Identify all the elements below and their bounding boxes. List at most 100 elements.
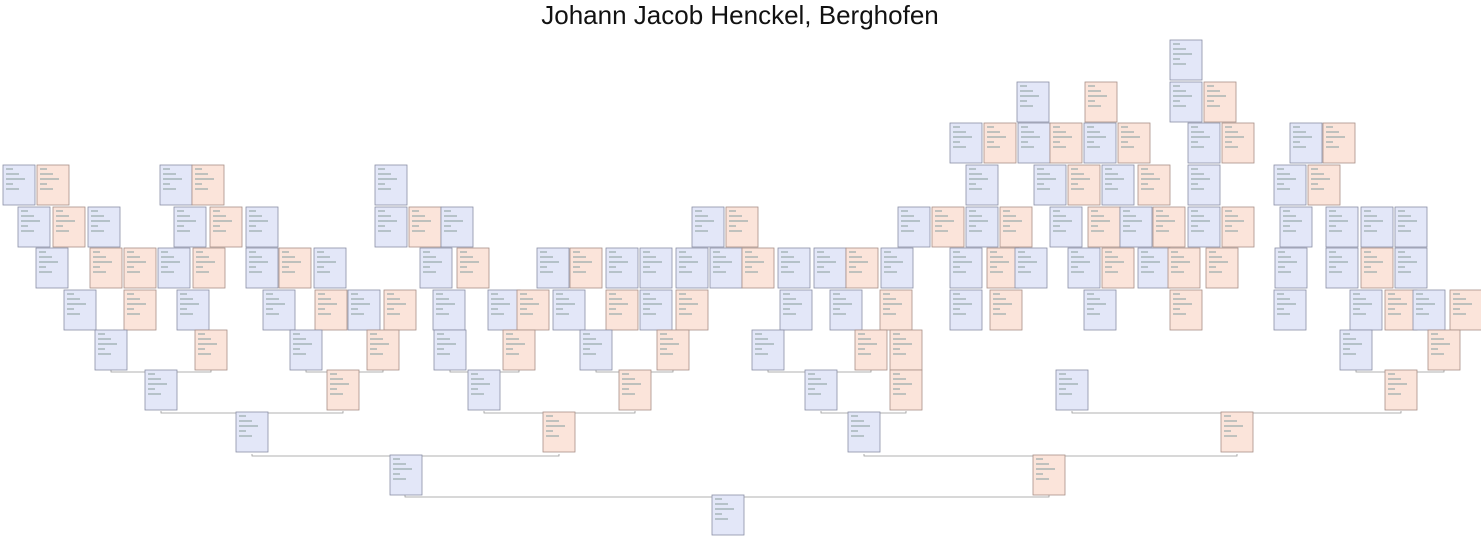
male-box [605,247,639,289]
male-box [245,247,279,289]
male-box [949,289,983,331]
female-box [209,206,243,248]
female-box [618,369,652,411]
male-box [1014,247,1048,289]
female-box [123,289,157,331]
male-box [1101,164,1135,206]
female-box [516,289,550,331]
male-box [1055,369,1089,411]
female-box [383,289,417,331]
female-box [326,369,360,411]
male-box [235,411,269,453]
female-box [656,329,690,371]
female-box [854,329,888,371]
male-box [1394,247,1428,289]
male-box [1274,247,1308,289]
male-box [1273,289,1307,331]
female-box [889,369,923,411]
female-box [1084,81,1118,123]
female-box [194,329,228,371]
female-box [1360,247,1394,289]
male-box [813,247,847,289]
male-box [389,454,423,496]
chart-title: Johann Jacob Henckel, Berghofen [541,0,939,30]
male-box [374,206,408,248]
male-box [2,164,36,206]
female-box [36,164,70,206]
male-box [691,206,725,248]
male-box [313,247,347,289]
male-box [289,329,323,371]
female-box [1221,122,1255,164]
female-box [314,289,348,331]
male-box [440,206,474,248]
female-box [408,206,442,248]
male-box [639,289,673,331]
male-box [35,247,69,289]
male-box [157,247,191,289]
female-box [1427,329,1461,371]
female-box [191,164,225,206]
male-box [949,247,983,289]
female-box [1449,289,1481,331]
male-box [1349,289,1383,331]
male-box [432,289,466,331]
female-box [123,247,157,289]
female-box [931,206,965,248]
female-box [1067,164,1101,206]
male-box [245,206,279,248]
male-box [1083,289,1117,331]
male-box [1017,122,1051,164]
male-box [965,164,999,206]
male-box [847,411,881,453]
female-box [605,289,639,331]
male-box [467,369,501,411]
female-box [1307,164,1341,206]
female-box [845,247,879,289]
male-box [17,206,51,248]
male-box [880,247,914,289]
female-box [725,206,759,248]
male-box [159,164,193,206]
female-box [879,289,913,331]
male-box [1325,206,1359,248]
male-box [639,247,673,289]
male-box [144,369,178,411]
male-box [579,329,613,371]
male-box [173,206,207,248]
female-box [456,247,490,289]
male-box [675,247,709,289]
female-box [1117,122,1151,164]
male-box [419,247,453,289]
male-box [1412,289,1446,331]
female-box [889,329,923,371]
female-box [741,247,775,289]
female-box [1384,369,1418,411]
male-box [1339,329,1373,371]
male-box [1033,164,1067,206]
female-box [1203,81,1237,123]
female-box [192,247,226,289]
male-box [1169,81,1203,123]
female-box [986,247,1020,289]
female-box [1221,206,1255,248]
male-box [374,164,408,206]
male-box [1083,122,1117,164]
male-box [176,289,210,331]
male-box [965,206,999,248]
female-box [1169,289,1203,331]
male-box [1394,206,1428,248]
female-box [89,247,123,289]
female-box [675,289,709,331]
male-box [1289,122,1323,164]
male-box [1169,39,1203,81]
female-box [366,329,400,371]
male-box [829,289,863,331]
female-box [1101,247,1135,289]
male-box [63,289,97,331]
female-box [542,411,576,453]
male-box [1016,81,1050,123]
female-box [569,247,603,289]
